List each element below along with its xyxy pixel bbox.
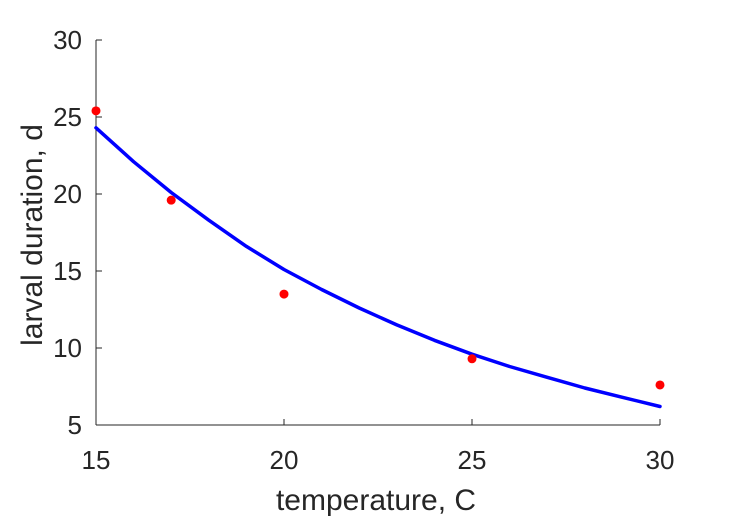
y-tick-label: 20 [53,179,82,209]
fit-curve-line [94,126,662,409]
y-tick-label: 15 [53,256,82,286]
x-axis-title: temperature, C [276,484,476,517]
ticks: 15 20 25 30 5 10 15 20 25 30 [53,25,674,475]
data-point [467,354,477,364]
data-point [655,380,665,390]
data-point [279,289,289,299]
x-tick-label: 15 [82,445,111,475]
x-tick-label: 20 [270,445,299,475]
x-tick-label: 30 [646,445,675,475]
y-tick-label: 30 [53,25,82,55]
y-tick-label: 10 [53,333,82,363]
y-axis-title: larval duration, d [16,124,49,346]
data-point [166,195,176,205]
plot-area [91,106,665,409]
x-tick-label: 25 [458,445,487,475]
axes [95,40,660,426]
data-point [91,106,101,116]
y-tick-label: 25 [53,102,82,132]
y-tick-label: 5 [68,410,82,440]
